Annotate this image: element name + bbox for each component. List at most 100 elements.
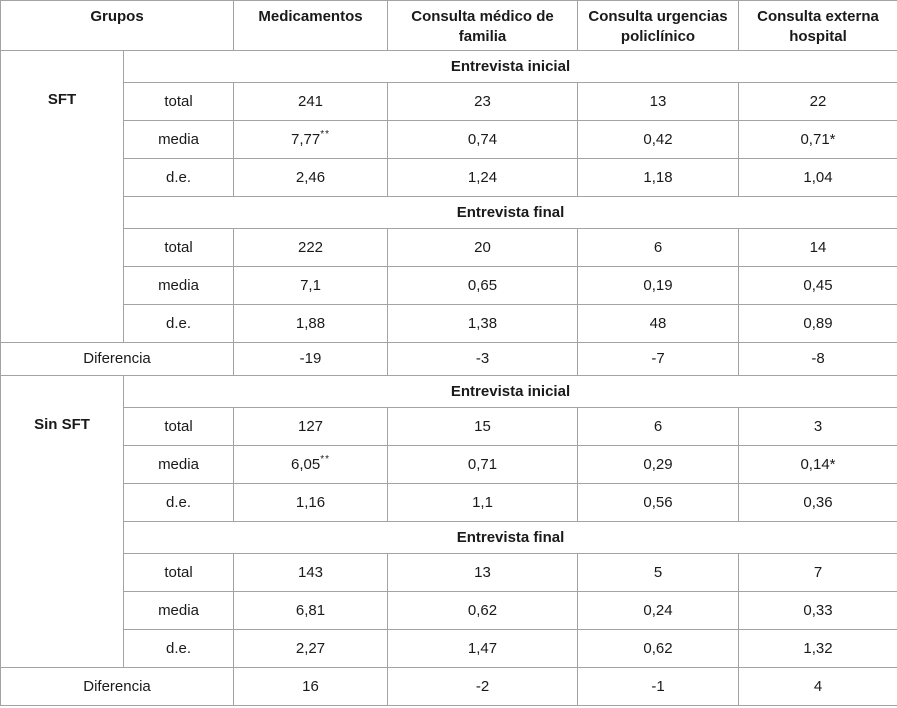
table-row: total 241 23 13 22 xyxy=(1,81,897,121)
row-label-media: media xyxy=(123,444,234,484)
significance-marker: ** xyxy=(320,453,330,465)
table-row: d.e. 2,27 1,47 0,62 1,32 xyxy=(1,628,897,668)
group-label-sin-sft: Sin SFT xyxy=(0,374,124,668)
row-label-de: d.e. xyxy=(123,303,234,343)
table-row: d.e. 2,46 1,24 1,18 1,04 xyxy=(1,157,897,197)
row-label-diferencia: Diferencia xyxy=(0,666,234,706)
sft-entrevista-final-row: Entrevista final xyxy=(1,195,897,229)
sinsft-entrevista-inicial-row: Sin SFT Entrevista inicial xyxy=(0,374,897,668)
data-cell: 1,16 xyxy=(233,482,388,522)
table-row: d.e. 1,88 1,38 48 0,89 xyxy=(1,303,897,343)
data-cell: 1,1 xyxy=(387,482,578,522)
row-label-diferencia: Diferencia xyxy=(0,341,234,376)
col-header-medicamentos: Medicamentos xyxy=(233,0,388,51)
table-row: total 143 13 5 7 xyxy=(1,552,897,592)
row-label-de: d.e. xyxy=(123,628,234,668)
table-row: d.e. 1,16 1,1 0,56 0,36 xyxy=(1,482,897,522)
col-header-consulta-externa-hospital: Consulta externa hospital xyxy=(738,0,897,51)
row-label-media: media xyxy=(123,265,234,305)
data-cell: 241 xyxy=(233,81,388,121)
col-header-consulta-urgencias-policlinico: Consulta urgencias policlínico xyxy=(577,0,739,51)
data-cell: 13 xyxy=(387,552,578,592)
data-cell: 0,62 xyxy=(387,590,578,630)
section-header-entrevista-final: Entrevista final xyxy=(123,520,897,554)
data-cell: 48 xyxy=(577,303,739,343)
col-header-consulta-medico-familia: Consulta médico de familia xyxy=(387,0,578,51)
data-cell: 7 xyxy=(738,552,897,592)
table-row: media 6,05** 0,71 0,29 0,14* xyxy=(1,444,897,484)
data-cell: 23 xyxy=(387,81,578,121)
data-cell: 0,33 xyxy=(738,590,897,630)
table-row: media 6,81 0,62 0,24 0,33 xyxy=(1,590,897,630)
data-cell: 0,71 xyxy=(387,444,578,484)
data-cell: 0,24 xyxy=(577,590,739,630)
table-row: media 7,77** 0,74 0,42 0,71* xyxy=(1,119,897,159)
data-cell: 7,77** xyxy=(233,119,388,159)
data-cell: 0,62 xyxy=(577,628,739,668)
row-label-total: total xyxy=(123,227,234,267)
data-cell: 20 xyxy=(387,227,578,267)
data-cell: -2 xyxy=(387,666,578,706)
table-row: media 7,1 0,65 0,19 0,45 xyxy=(1,265,897,305)
table-header-row: Grupos Medicamentos Consulta médico de f… xyxy=(0,0,897,51)
row-label-total: total xyxy=(123,552,234,592)
data-cell: 222 xyxy=(233,227,388,267)
section-header-entrevista-inicial: Entrevista inicial xyxy=(123,374,897,408)
col-header-grupos: Grupos xyxy=(0,0,234,51)
table-row: total 127 15 6 3 xyxy=(1,406,897,446)
data-cell: 0,14* xyxy=(738,444,897,484)
sft-entrevista-inicial-row: SFT Entrevista inicial xyxy=(0,49,897,343)
data-cell: 5 xyxy=(577,552,739,592)
data-cell: 22 xyxy=(738,81,897,121)
data-cell: 1,88 xyxy=(233,303,388,343)
sft-diferencia-row: Diferencia -19 -3 -7 -8 xyxy=(0,341,897,376)
row-label-total: total xyxy=(123,406,234,446)
data-cell: 6 xyxy=(577,406,739,446)
data-cell: 14 xyxy=(738,227,897,267)
row-label-de: d.e. xyxy=(123,482,234,522)
data-cell: 0,56 xyxy=(577,482,739,522)
data-cell: 1,18 xyxy=(577,157,739,197)
data-cell: 0,42 xyxy=(577,119,739,159)
data-cell: 0,29 xyxy=(577,444,739,484)
data-cell: 0,65 xyxy=(387,265,578,305)
data-cell: 13 xyxy=(577,81,739,121)
data-cell: -3 xyxy=(387,341,578,376)
section-header-entrevista-final: Entrevista final xyxy=(123,195,897,229)
data-cell: 0,19 xyxy=(577,265,739,305)
row-label-total: total xyxy=(123,81,234,121)
table-row: total 222 20 6 14 xyxy=(1,227,897,267)
data-cell: 0,36 xyxy=(738,482,897,522)
section-header-entrevista-inicial: Entrevista inicial xyxy=(123,49,897,83)
row-label-media: media xyxy=(123,119,234,159)
data-cell: 0,71* xyxy=(738,119,897,159)
data-cell: 3 xyxy=(738,406,897,446)
data-cell: 6,05** xyxy=(233,444,388,484)
data-cell: 1,38 xyxy=(387,303,578,343)
data-cell: 1,47 xyxy=(387,628,578,668)
data-cell: 1,32 xyxy=(738,628,897,668)
row-label-de: d.e. xyxy=(123,157,234,197)
data-cell: 2,27 xyxy=(233,628,388,668)
data-cell: 127 xyxy=(233,406,388,446)
data-cell: 7,1 xyxy=(233,265,388,305)
data-cell: 0,45 xyxy=(738,265,897,305)
sinsft-diferencia-row: Diferencia 16 -2 -1 4 xyxy=(0,666,897,706)
data-cell: -7 xyxy=(577,341,739,376)
data-cell: -8 xyxy=(738,341,897,376)
data-cell: 0,89 xyxy=(738,303,897,343)
significance-marker: ** xyxy=(320,128,330,140)
data-cell: 1,24 xyxy=(387,157,578,197)
data-cell: 2,46 xyxy=(233,157,388,197)
data-cell: 1,04 xyxy=(738,157,897,197)
data-cell: 6 xyxy=(577,227,739,267)
data-cell: -1 xyxy=(577,666,739,706)
row-label-media: media xyxy=(123,590,234,630)
sinsft-entrevista-final-row: Entrevista final xyxy=(1,520,897,554)
data-cell: 143 xyxy=(233,552,388,592)
data-cell: 4 xyxy=(738,666,897,706)
data-cell: 16 xyxy=(233,666,388,706)
data-cell: 15 xyxy=(387,406,578,446)
group-label-sft: SFT xyxy=(0,49,124,343)
